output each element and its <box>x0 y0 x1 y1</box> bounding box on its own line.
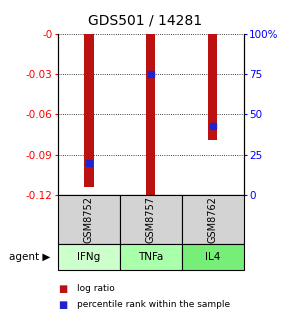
Text: IL4: IL4 <box>205 252 220 262</box>
Text: TNFa: TNFa <box>138 252 164 262</box>
Text: IFNg: IFNg <box>77 252 101 262</box>
Text: GSM8752: GSM8752 <box>84 196 94 243</box>
Text: GSM8757: GSM8757 <box>146 196 156 243</box>
Text: agent ▶: agent ▶ <box>9 252 50 262</box>
Bar <box>84 34 94 187</box>
Bar <box>208 34 217 140</box>
Text: GSM8762: GSM8762 <box>208 196 218 243</box>
Text: percentile rank within the sample: percentile rank within the sample <box>77 300 230 309</box>
Text: ■: ■ <box>58 300 67 310</box>
Bar <box>146 34 155 196</box>
Text: ■: ■ <box>58 284 67 294</box>
Text: GDS501 / 14281: GDS501 / 14281 <box>88 13 202 28</box>
Text: log ratio: log ratio <box>77 284 115 293</box>
